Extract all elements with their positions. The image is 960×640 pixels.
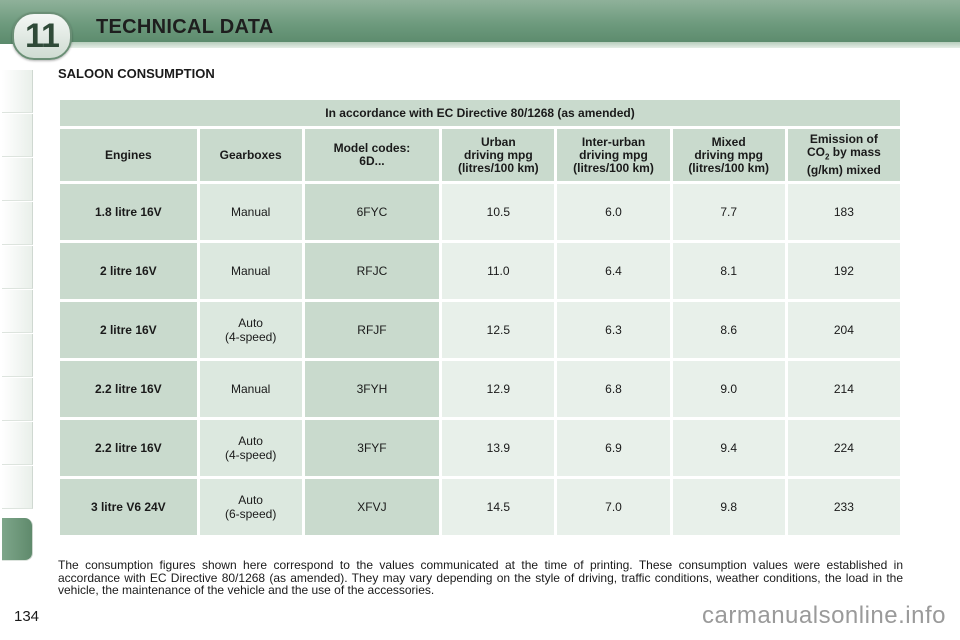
co2-cell: 192 bbox=[787, 243, 900, 299]
mixed-cell: 9.4 bbox=[672, 420, 785, 476]
model-code-cell: 3FYH bbox=[304, 361, 440, 417]
urban-cell: 14.5 bbox=[442, 479, 555, 535]
chapter-side-tabs bbox=[0, 70, 34, 570]
chapter-tab[interactable] bbox=[2, 290, 33, 333]
engine-cell: 2.2 litre 16V bbox=[60, 361, 197, 417]
model-code-cell: RFJF bbox=[304, 302, 440, 358]
directive-header: In accordance with EC Directive 80/1268 … bbox=[60, 100, 900, 126]
model-code-cell: 3FYF bbox=[304, 420, 440, 476]
chapter-tab[interactable] bbox=[2, 114, 33, 157]
co2-cell: 214 bbox=[787, 361, 900, 417]
column-header-gearboxes: Gearboxes bbox=[199, 129, 302, 181]
table-row: 2 litre 16V Auto (4-speed) RFJF 12.5 6.3 … bbox=[60, 302, 900, 358]
engine-cell: 1.8 litre 16V bbox=[60, 184, 197, 240]
chapter-tab-active[interactable] bbox=[2, 518, 33, 561]
gearbox-cell: Manual bbox=[199, 184, 302, 240]
interurban-cell: 6.8 bbox=[557, 361, 670, 417]
urban-cell: 12.9 bbox=[442, 361, 555, 417]
table-row: 1.8 litre 16V Manual 6FYC 10.5 6.0 7.7 1… bbox=[60, 184, 900, 240]
page-title: TECHNICAL DATA bbox=[96, 16, 274, 38]
consumption-footnote: The consumption figures shown here corre… bbox=[58, 558, 903, 597]
gearbox-cell: Auto (4-speed) bbox=[199, 302, 302, 358]
section-title: SALOON CONSUMPTION bbox=[58, 66, 215, 81]
table-row: 3 litre V6 24V Auto (6-speed) XFVJ 14.5 7… bbox=[60, 479, 900, 535]
consumption-table: In accordance with EC Directive 80/1268 … bbox=[57, 97, 903, 538]
co2-cell: 204 bbox=[787, 302, 900, 358]
page-number: 134 bbox=[14, 608, 40, 625]
gearbox-cell: Manual bbox=[199, 361, 302, 417]
column-header-mixed: Mixed driving mpg (litres/100 km) bbox=[672, 129, 785, 181]
chapter-tab[interactable] bbox=[2, 70, 33, 113]
urban-cell: 13.9 bbox=[442, 420, 555, 476]
column-header-model-codes: Model codes: 6D... bbox=[304, 129, 440, 181]
model-code-cell: RFJC bbox=[304, 243, 440, 299]
column-header-co2: Emission of CO2 by mass (g/km) mixed bbox=[787, 129, 900, 181]
table-row: 2 litre 16V Manual RFJC 11.0 6.4 8.1 192 bbox=[60, 243, 900, 299]
urban-cell: 10.5 bbox=[442, 184, 555, 240]
gearbox-cell: Manual bbox=[199, 243, 302, 299]
co2-cell: 224 bbox=[787, 420, 900, 476]
gearbox-cell: Auto (4-speed) bbox=[199, 420, 302, 476]
mixed-cell: 8.6 bbox=[672, 302, 785, 358]
interurban-cell: 6.9 bbox=[557, 420, 670, 476]
mixed-cell: 8.1 bbox=[672, 243, 785, 299]
engine-cell: 3 litre V6 24V bbox=[60, 479, 197, 535]
column-header-engines: Engines bbox=[60, 129, 197, 181]
watermark: carmanualsonline.info bbox=[702, 602, 946, 629]
urban-cell: 12.5 bbox=[442, 302, 555, 358]
chapter-tab[interactable] bbox=[2, 334, 33, 377]
header-shelf bbox=[60, 42, 960, 48]
chapter-tab[interactable] bbox=[2, 422, 33, 465]
model-code-cell: 6FYC bbox=[304, 184, 440, 240]
column-header-interurban: Inter-urban driving mpg (litres/100 km) bbox=[557, 129, 670, 181]
chapter-tab[interactable] bbox=[2, 158, 33, 201]
column-header-urban: Urban driving mpg (litres/100 km) bbox=[442, 129, 555, 181]
table-row: 2.2 litre 16V Manual 3FYH 12.9 6.8 9.0 2… bbox=[60, 361, 900, 417]
urban-cell: 11.0 bbox=[442, 243, 555, 299]
gearbox-cell: Auto (6-speed) bbox=[199, 479, 302, 535]
chapter-tab[interactable] bbox=[2, 378, 33, 421]
interurban-cell: 6.0 bbox=[557, 184, 670, 240]
co2-cell: 183 bbox=[787, 184, 900, 240]
mixed-cell: 9.8 bbox=[672, 479, 785, 535]
model-code-cell: XFVJ bbox=[304, 479, 440, 535]
chapter-number-badge: 11 bbox=[12, 12, 72, 60]
mixed-cell: 9.0 bbox=[672, 361, 785, 417]
co2-cell: 233 bbox=[787, 479, 900, 535]
mixed-cell: 7.7 bbox=[672, 184, 785, 240]
interurban-cell: 6.4 bbox=[557, 243, 670, 299]
table-row: 2.2 litre 16V Auto (4-speed) 3FYF 13.9 6.… bbox=[60, 420, 900, 476]
chapter-tab[interactable] bbox=[2, 202, 33, 245]
chapter-tab[interactable] bbox=[2, 466, 33, 509]
chapter-tab[interactable] bbox=[2, 246, 33, 289]
engine-cell: 2 litre 16V bbox=[60, 302, 197, 358]
engine-cell: 2.2 litre 16V bbox=[60, 420, 197, 476]
engine-cell: 2 litre 16V bbox=[60, 243, 197, 299]
interurban-cell: 7.0 bbox=[557, 479, 670, 535]
interurban-cell: 6.3 bbox=[557, 302, 670, 358]
header-bar bbox=[0, 0, 960, 44]
